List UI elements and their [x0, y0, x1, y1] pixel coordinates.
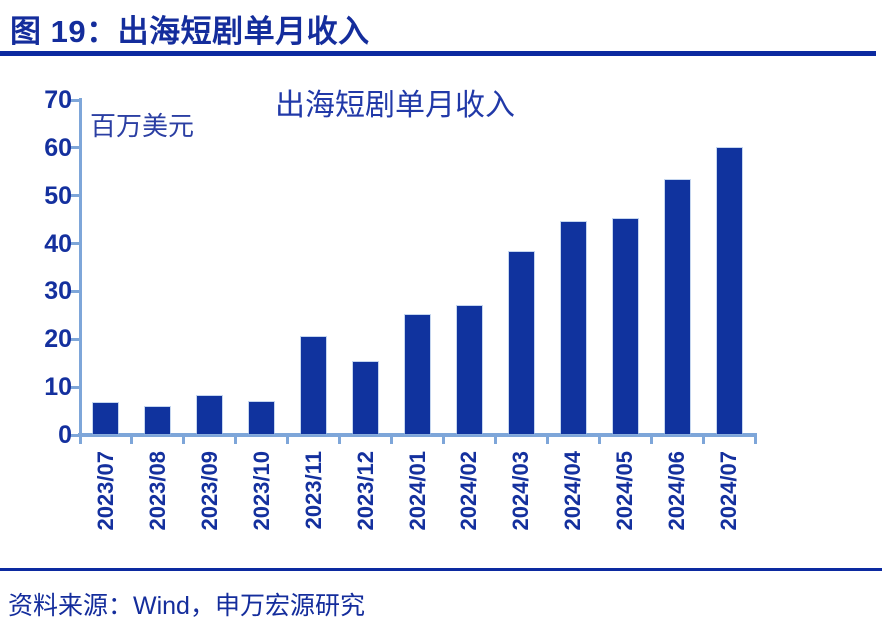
x-axis-tick-label: 2024/06: [664, 451, 690, 531]
footer-divider: [0, 568, 882, 571]
x-axis-line: [78, 433, 757, 437]
x-axis-tick-label: 2023/11: [300, 451, 326, 530]
bar-2023-10: [249, 402, 275, 434]
y-axis-tick-label: 30: [44, 277, 72, 306]
y-axis-tick-label: 10: [44, 373, 72, 402]
x-axis-tick-label: 2023/12: [352, 451, 378, 531]
bar-2023-08: [145, 406, 171, 434]
x-axis-tick: [649, 435, 653, 444]
x-axis-tick: [753, 435, 757, 444]
x-axis-tick: [493, 435, 497, 444]
y-axis-tick-label: 50: [44, 181, 72, 210]
x-axis-tick-label: 2024/02: [456, 451, 482, 531]
y-axis-tick-label: 20: [44, 325, 72, 354]
y-axis-tick: [70, 98, 80, 102]
bar-2023-12: [353, 362, 379, 434]
x-axis-tick-label: 2023/09: [196, 451, 222, 531]
header-divider: [0, 51, 876, 56]
x-axis-tick-label: 2024/04: [560, 451, 586, 531]
x-axis-tick: [441, 435, 445, 444]
x-axis-tick-label: 2024/01: [404, 451, 430, 531]
x-axis-tick: [545, 435, 549, 444]
x-axis-tick: [78, 435, 82, 444]
bar-2024-03: [508, 252, 534, 434]
y-axis-tick-label: 0: [58, 421, 72, 449]
y-axis-tick: [70, 337, 80, 341]
bar-2024-06: [664, 180, 690, 434]
x-axis-tick-label: 2024/07: [716, 451, 742, 531]
y-axis-unit-label: 百万美元: [90, 111, 195, 141]
chart-title: 出海短剧单月收入: [275, 89, 515, 122]
y-axis-tick: [70, 289, 80, 293]
x-axis-tick: [338, 435, 342, 444]
x-axis-tick: [597, 435, 601, 444]
x-axis-tick: [390, 435, 394, 444]
y-axis-tick: [70, 146, 80, 150]
plot-area: 0 10 20 30 40 50 60 70 2023/07 2023/08 2023/09 2023…: [0, 60, 882, 565]
x-axis-tick: [701, 435, 705, 444]
revenue-bar-chart: 出海短剧单月收入 百万美元 0 10 20 30 40 50 60 70 2023/07 2023…: [0, 60, 882, 565]
bar-2024-04: [560, 221, 586, 434]
x-axis-tick-label: 2023/10: [248, 451, 274, 531]
y-axis-tick: [70, 385, 80, 389]
figure-caption: 图 19：出海短剧单月收入: [10, 14, 370, 49]
source-note: 资料来源：Wind，申万宏源研究: [8, 592, 365, 620]
bar-2023-07: [93, 402, 119, 434]
x-axis-tick: [286, 435, 290, 444]
bar-2024-07: [716, 147, 742, 434]
bar-2023-11: [301, 337, 327, 434]
bar-2024-02: [456, 305, 482, 434]
bar-2024-05: [612, 219, 638, 434]
x-axis-tick-label: 2023/08: [144, 451, 170, 531]
y-axis-tick: [70, 242, 80, 246]
x-axis-tick: [130, 435, 134, 444]
bar-2024-01: [405, 314, 430, 434]
y-axis-tick-label: 70: [44, 86, 72, 114]
x-axis-tick-label: 2024/05: [612, 451, 638, 531]
x-axis-tick-label: 2024/03: [508, 451, 534, 531]
y-axis-tick: [70, 433, 80, 437]
bar-2023-09: [197, 395, 223, 434]
y-axis-tick-label: 60: [44, 133, 72, 162]
y-axis-tick: [70, 194, 80, 198]
x-axis-tick: [234, 435, 238, 444]
x-axis-tick-label: 2023/07: [92, 451, 118, 531]
y-axis-tick-label: 40: [44, 229, 72, 258]
x-axis-tick: [182, 435, 186, 444]
y-axis-line: [78, 98, 82, 437]
